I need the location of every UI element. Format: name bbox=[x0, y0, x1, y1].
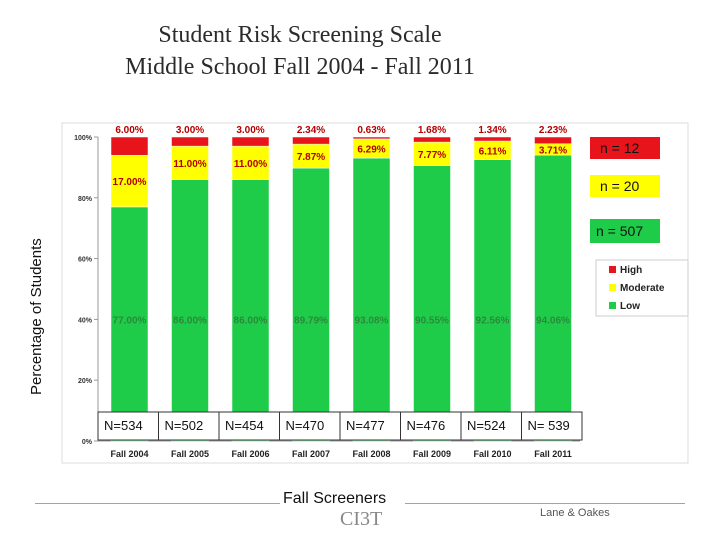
y-tick-label: 40% bbox=[78, 317, 93, 324]
bar-low bbox=[413, 165, 451, 442]
n-count-box bbox=[97, 411, 159, 441]
y-tick-label: 0% bbox=[82, 439, 93, 446]
n-count-label: N=454 bbox=[225, 418, 264, 433]
data-label-moderate: 7.77% bbox=[418, 150, 446, 161]
y-tick-label: 80% bbox=[78, 196, 93, 203]
bar-high bbox=[292, 136, 330, 145]
bar-high bbox=[110, 136, 149, 156]
annotation-label: n = 507 bbox=[596, 223, 643, 239]
n-count-label: N= 539 bbox=[528, 418, 570, 433]
data-label-high: 2.23% bbox=[539, 125, 567, 136]
n-count-label: N=524 bbox=[467, 418, 506, 433]
legend-label: Moderate bbox=[620, 283, 665, 294]
n-count-box bbox=[460, 411, 522, 441]
data-label-low: 86.00% bbox=[173, 315, 207, 326]
legend-swatch-moderate bbox=[609, 284, 616, 291]
data-label-low: 94.06% bbox=[536, 315, 570, 326]
bar-moderate bbox=[231, 145, 270, 180]
data-label-high: 2.34% bbox=[297, 125, 325, 136]
data-label-moderate: 11.00% bbox=[234, 159, 267, 170]
bar-high bbox=[534, 136, 572, 145]
data-label-low: 92.56% bbox=[476, 315, 510, 326]
x-tick-label: Fall 2005 bbox=[171, 449, 209, 459]
data-label-high: 3.00% bbox=[236, 125, 264, 136]
n-count-label: N=477 bbox=[346, 418, 385, 433]
x-tick-label: Fall 2011 bbox=[534, 449, 572, 459]
data-label-high: 0.63% bbox=[357, 125, 385, 136]
n-count-box bbox=[400, 411, 462, 441]
y-tick-label: 20% bbox=[78, 378, 93, 385]
x-tick-label: Fall 2007 bbox=[292, 449, 330, 459]
ci3t-logo: CI3T bbox=[340, 508, 383, 530]
n-count-box bbox=[218, 411, 280, 441]
footer-fall-screeners: Fall Screeners bbox=[283, 490, 387, 507]
data-label-low: 89.79% bbox=[294, 315, 328, 326]
data-label-low: 86.00% bbox=[234, 315, 268, 326]
bar-low bbox=[534, 154, 572, 442]
legend-swatch-high bbox=[609, 266, 616, 273]
x-tick-label: Fall 2004 bbox=[110, 449, 148, 459]
bar-high bbox=[352, 136, 391, 140]
bar-low bbox=[352, 157, 391, 442]
annotation-box bbox=[590, 137, 660, 159]
n-count-label: N=476 bbox=[407, 418, 446, 433]
bar-high bbox=[171, 136, 209, 147]
x-tick-label: Fall 2006 bbox=[231, 449, 269, 459]
data-label-moderate: 6.29% bbox=[357, 144, 385, 155]
n-count-box bbox=[339, 411, 401, 441]
bar-high bbox=[231, 136, 270, 147]
n-count-label: N=502 bbox=[165, 418, 204, 433]
footer-divider-right bbox=[405, 503, 685, 504]
x-tick-label: Fall 2010 bbox=[473, 449, 511, 459]
bar-low bbox=[292, 167, 330, 442]
data-label-high: 1.68% bbox=[418, 125, 446, 136]
data-label-moderate: 3.71% bbox=[539, 145, 567, 156]
data-label-moderate: 6.11% bbox=[479, 146, 507, 157]
bar-low bbox=[473, 159, 512, 442]
chart-subtitle: Middle School Fall 2004 - Fall 2011 bbox=[125, 54, 475, 80]
data-label-low: 77.00% bbox=[113, 315, 147, 326]
bar-low bbox=[110, 206, 149, 442]
legend-label: Low bbox=[620, 301, 640, 312]
bar-moderate bbox=[110, 154, 149, 208]
bar-low bbox=[231, 179, 270, 442]
legend-swatch-low bbox=[609, 302, 616, 309]
n-count-label: N=470 bbox=[286, 418, 325, 433]
x-tick-label: Fall 2009 bbox=[413, 449, 451, 459]
bar-high bbox=[473, 136, 512, 142]
footer-credit: Lane & Oakes bbox=[540, 507, 610, 519]
data-label-moderate: 7.87% bbox=[297, 152, 325, 163]
data-label-high: 6.00% bbox=[115, 125, 143, 136]
data-label-high: 3.00% bbox=[176, 125, 204, 136]
annotation-box bbox=[590, 175, 660, 197]
annotation-label: n = 12 bbox=[600, 140, 640, 156]
data-label-low: 90.55% bbox=[415, 315, 449, 326]
n-count-box bbox=[279, 411, 341, 441]
data-label-moderate: 17.00% bbox=[113, 177, 147, 188]
y-tick-label: 100% bbox=[74, 135, 93, 142]
legend-label: High bbox=[620, 265, 642, 276]
bar-low bbox=[171, 179, 209, 442]
y-tick-label: 60% bbox=[78, 257, 93, 264]
data-label-low: 93.08% bbox=[355, 315, 389, 326]
data-label-moderate: 11.00% bbox=[173, 159, 206, 170]
annotation-box bbox=[590, 219, 660, 243]
n-count-box bbox=[158, 411, 220, 441]
n-count-label: N=534 bbox=[104, 418, 143, 433]
chart-title: Student Risk Screening Scale bbox=[158, 22, 442, 48]
n-count-box bbox=[521, 411, 583, 441]
bar-moderate bbox=[171, 145, 209, 180]
data-label-high: 1.34% bbox=[478, 125, 506, 136]
annotation-label: n = 20 bbox=[600, 178, 640, 194]
x-tick-label: Fall 2008 bbox=[352, 449, 390, 459]
footer-divider-left bbox=[35, 503, 280, 504]
bar-high bbox=[413, 136, 451, 143]
